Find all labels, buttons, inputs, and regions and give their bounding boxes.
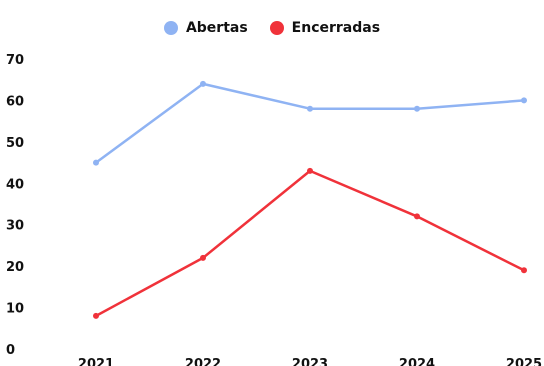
legend-label-encerradas: Encerradas — [291, 20, 381, 36]
x-tick-label: 2021 — [78, 357, 114, 366]
series-line-abertas — [95, 82, 525, 164]
y-tick-label: 0 — [6, 343, 15, 358]
data-point-encerradas[interactable] — [414, 213, 420, 220]
legend-swatch-encerradas — [269, 21, 284, 35]
x-tick-label: 2024 — [399, 357, 435, 366]
y-tick-label: 40 — [6, 177, 24, 192]
data-point-encerradas[interactable] — [521, 267, 527, 274]
data-point-abertas[interactable] — [93, 159, 99, 166]
y-tick-label: 50 — [6, 136, 24, 151]
legend: Abertas Encerradas — [0, 20, 544, 36]
y-tick-label: 20 — [6, 260, 24, 275]
x-tick-label: 2022 — [185, 357, 221, 366]
x-tick-label: 2023 — [292, 357, 328, 366]
data-point-encerradas[interactable] — [200, 254, 206, 261]
data-point-abertas[interactable] — [307, 105, 313, 112]
legend-label-abertas: Abertas — [185, 20, 248, 36]
legend-swatch-abertas — [163, 21, 178, 35]
x-tick-label: 2025 — [506, 357, 542, 366]
y-tick-label: 60 — [6, 94, 24, 109]
legend-item-encerradas[interactable]: Encerradas — [269, 20, 381, 36]
y-tick-label: 30 — [6, 219, 24, 234]
data-point-abertas[interactable] — [414, 105, 420, 112]
legend-item-abertas[interactable]: Abertas — [163, 20, 248, 36]
series-line-encerradas — [95, 169, 525, 317]
data-point-encerradas[interactable] — [93, 312, 99, 319]
y-tick-label: 70 — [6, 53, 24, 68]
data-point-abertas[interactable] — [521, 97, 527, 104]
y-tick-label: 10 — [6, 302, 24, 317]
data-point-encerradas[interactable] — [307, 167, 313, 174]
data-point-abertas[interactable] — [200, 80, 206, 87]
